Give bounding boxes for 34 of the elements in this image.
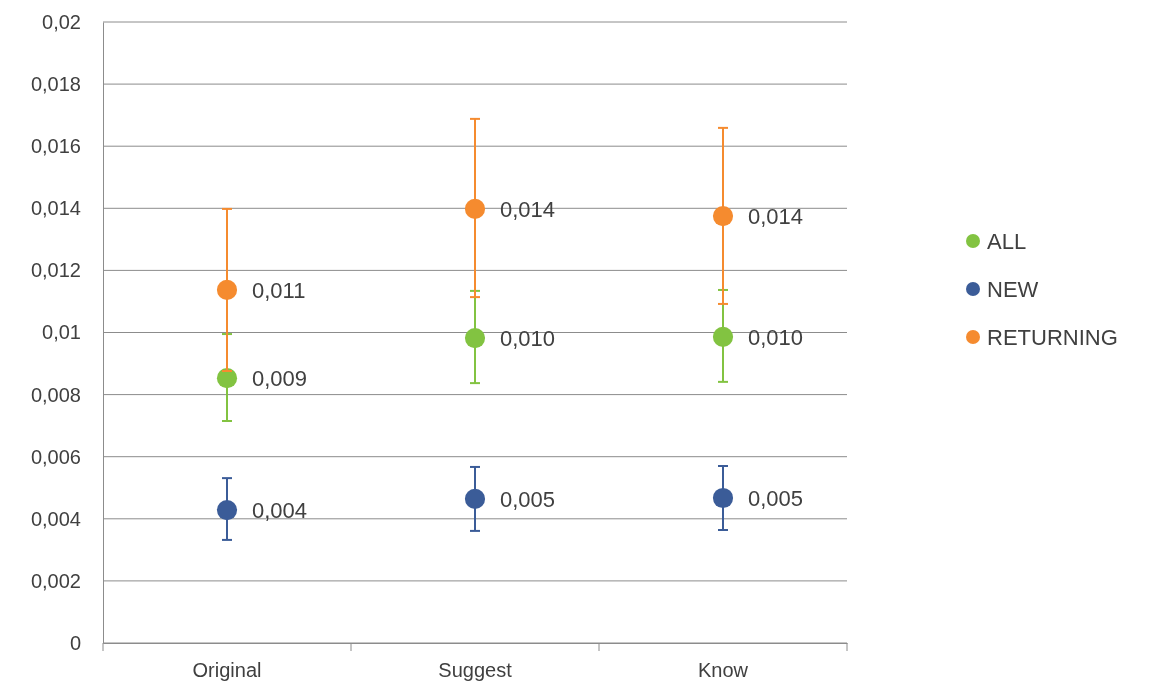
point <box>216 368 238 389</box>
data-label: 0,009 <box>252 366 308 392</box>
x-tick-label: Know <box>697 659 749 682</box>
y-tick-label: 0,002 <box>30 569 81 592</box>
y-tick-label: 0,014 <box>30 197 81 220</box>
data-label: 0,005 <box>500 486 556 512</box>
data-label: 0,005 <box>748 486 804 511</box>
legend-label: ALL <box>987 229 1027 254</box>
data-label: 0,014 <box>748 204 804 230</box>
y-tick-label: 0,008 <box>30 383 81 406</box>
y-tick-label: 0,016 <box>30 135 81 158</box>
y-tick-label: 0 <box>69 631 81 654</box>
point <box>216 500 238 521</box>
y-tick-label: 0,004 <box>30 507 81 530</box>
point <box>712 205 734 227</box>
y-tick-label: 0,006 <box>30 445 81 468</box>
y-tick-label: 0,012 <box>30 259 81 282</box>
legend-label: RETURNING <box>987 325 1118 350</box>
point <box>216 279 238 301</box>
data-label: 0,011 <box>252 277 306 303</box>
point <box>464 198 486 219</box>
point <box>464 488 486 509</box>
point <box>712 487 734 509</box>
y-tick-label: 0,018 <box>30 73 81 95</box>
data-label: 0,014 <box>500 196 556 222</box>
y-tick-label: 0,01 <box>42 321 81 344</box>
x-tick-label: Original <box>192 659 262 682</box>
data-label: 0,010 <box>500 326 556 352</box>
legend-label: NEW <box>987 277 1039 302</box>
point <box>712 326 734 347</box>
data-label: 0,004 <box>252 498 308 524</box>
y-tick-label: 0,02 <box>42 10 81 33</box>
point <box>464 328 486 349</box>
x-tick-label: Suggest <box>438 659 513 682</box>
